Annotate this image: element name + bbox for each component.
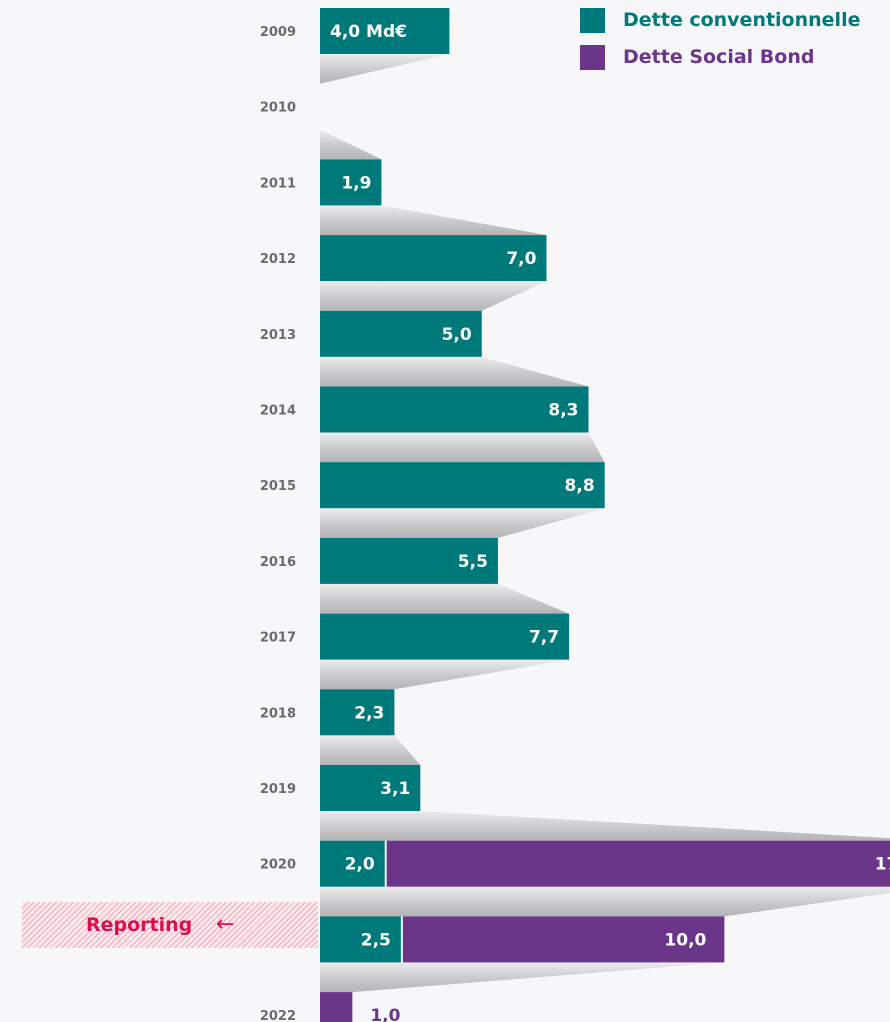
- year-label-2018: 2018: [260, 706, 296, 721]
- data-label-social-bond-2020: 17,0: [875, 855, 890, 875]
- bar-conventional-2016: [320, 537, 498, 584]
- connector-2020-2021: [320, 886, 890, 917]
- connector-2021-2022: [320, 962, 725, 993]
- bar-conventional-2009: [320, 8, 450, 54]
- bar-conventional-2013: [320, 310, 482, 357]
- year-label-2016: 2016: [260, 555, 296, 570]
- year-label-2017: 2017: [260, 631, 296, 646]
- bar-conventional-2021: [320, 916, 401, 963]
- connector-2015-2016: [320, 508, 605, 538]
- legend-swatch-social-bond: [580, 45, 605, 70]
- connector-2017-2018: [320, 659, 570, 690]
- connector-2016-2017: [320, 583, 570, 614]
- data-label-2014: 8,3: [548, 401, 578, 421]
- data-labels: 4,0 Md€ 1,9 7,0 5,0 8,3 8,8 5,5 7,7 2,3 3,1 2,0 17,…: [330, 22, 890, 1022]
- connector-2014-2015: [320, 432, 605, 463]
- connector-2019-2020: [320, 811, 890, 841]
- data-label-2016: 5,5: [458, 552, 488, 572]
- bar-social-bond-2022: [320, 992, 353, 1022]
- year-label-2015: 2015: [260, 479, 296, 494]
- data-label-2022: 1,0: [370, 1006, 400, 1022]
- data-label-2018: 2,3: [354, 703, 384, 723]
- year-label-2009: 2009: [260, 25, 296, 40]
- connector-2010-2011: [320, 129, 382, 160]
- bar-conventional-2012: [320, 235, 547, 282]
- data-label-2019: 3,1: [380, 779, 410, 799]
- connector-2012-2013: [320, 281, 547, 311]
- year-label-2022: 2022: [260, 1009, 296, 1022]
- data-label-2009: 4,0 Md€: [330, 22, 407, 42]
- data-label-2015: 8,8: [565, 476, 595, 496]
- bar-conventional-2014: [320, 386, 589, 433]
- bar-conventional-2011: [320, 159, 382, 206]
- legend-item-social-bond: Dette Social Bond: [580, 45, 860, 70]
- bar-social-bond-2021: [402, 916, 725, 963]
- bar-social-bond-2020: [386, 840, 890, 887]
- data-label-conventional-2021: 2,5: [361, 930, 391, 950]
- left-arrow-icon: ←: [216, 912, 235, 937]
- year-label-2014: 2014: [260, 404, 296, 419]
- reporting-label: Reporting: [86, 914, 193, 936]
- year-label-2013: 2013: [260, 328, 296, 343]
- bar-connectors: [320, 54, 890, 993]
- legend-label-social-bond: Dette Social Bond: [623, 46, 815, 68]
- bar-conventional-2019: [320, 765, 421, 811]
- year-label-2010: 2010: [260, 101, 296, 116]
- data-label-2017: 7,7: [529, 628, 559, 648]
- connector-2011-2012: [320, 205, 547, 236]
- year-label-2019: 2019: [260, 782, 296, 797]
- data-label-2011: 1,9: [341, 173, 371, 193]
- year-label-2011: 2011: [260, 176, 296, 191]
- bar-conventional-2020: [320, 840, 385, 887]
- year-label-2020: 2020: [260, 858, 296, 873]
- data-label-conventional-2020: 2,0: [345, 855, 375, 875]
- legend-item-conventional: Dette conventionnelle: [580, 8, 860, 33]
- data-label-social-bond-2021: 10,0: [664, 930, 706, 950]
- data-label-2012: 7,0: [506, 249, 536, 269]
- year-tick-labels: 2009 2010 2011 2012 2013 2014 2015 2016 2017 2018…: [260, 25, 296, 1022]
- bar-conventional-2015: [320, 462, 605, 509]
- reporting-annotation: Reporting ←: [22, 902, 318, 948]
- bar-conventional-2018: [320, 689, 395, 736]
- connector-2013-2014: [320, 356, 589, 387]
- connector-2018-2019: [320, 735, 421, 765]
- connector-2009-2010: [320, 54, 450, 84]
- legend-swatch-conventional: [580, 8, 605, 33]
- data-label-2013: 5,0: [442, 325, 472, 345]
- year-label-2012: 2012: [260, 252, 296, 267]
- legend-label-conventional: Dette conventionnelle: [623, 9, 861, 31]
- bar-conventional-2017: [320, 613, 570, 660]
- legend: Dette conventionnelle Dette Social Bond: [580, 8, 860, 82]
- bars: [320, 8, 890, 1022]
